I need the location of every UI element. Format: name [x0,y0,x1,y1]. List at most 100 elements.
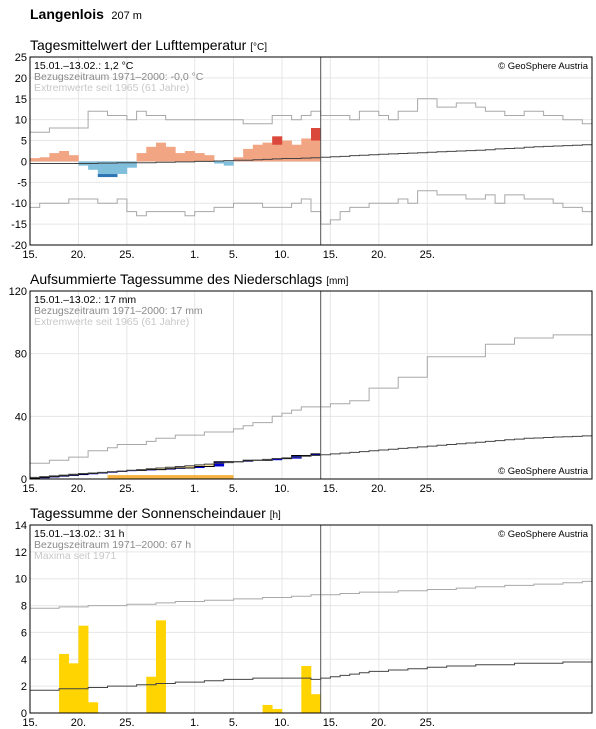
x-tick-label: 1. [190,249,199,261]
precip-deviation-fill [204,464,215,467]
legend-reference: Bezugszeitraum 1971–2000: -0,0 °C [34,71,204,83]
x-tick-label: 25. [420,249,435,261]
temperature-anomaly-bar [49,153,60,162]
sunshine-bar [78,625,89,713]
sunshine-unit: [h] [269,510,281,521]
x-tick-label: 25. [420,717,435,729]
plot-frame [29,56,593,246]
precip-max-line [30,334,592,464]
y-tick-label: 12 [15,547,27,559]
legend-reference: Bezugszeitraum 1971–2000: 67 h [34,539,191,551]
temperature-anomaly-bar [97,161,108,177]
y-tick-label: 2 [21,681,27,693]
plot-frame [29,290,593,480]
x-tick-label: 5. [229,717,238,729]
copyright-label: © GeoSphere Austria [498,466,589,477]
precip-sum-line [30,453,321,479]
temperature-anomaly-bar [107,161,118,177]
temperature-anomaly-bar [117,161,128,174]
temperature-anomaly-bar [291,144,302,162]
x-tick-label: 15. [323,483,338,495]
temperature-title-text: Tagesmittelwert der Lufttemperatur [30,37,247,53]
temperature-min-line [30,190,592,225]
temperature-chart-title: Tagesmittelwert der Lufttemperatur [°C] [30,37,267,53]
y-tick-label: 6 [21,627,27,639]
temperature-anomaly-bar [39,157,50,162]
temperature-extreme-bar [272,136,283,145]
x-tick-label: 1. [190,717,199,729]
temperature-anomaly-bar [59,151,70,162]
station-header: Langenlois 207 m [30,6,142,24]
temperature-max-line [30,98,592,133]
sunshine-bar [68,663,79,713]
station-altitude: 207 m [111,10,142,22]
y-tick-label: 120 [9,286,27,298]
x-tick-label: 15. [22,717,37,729]
precip-deviation-fill [155,468,166,470]
temperature-anomaly-bar [204,155,215,162]
legend-summary: 15.01.–13.02.: 1,2 °C [34,60,134,72]
y-tick-label: 10 [15,574,27,586]
x-tick-label: 20. [71,483,86,495]
temperature-anomaly-bar [214,161,225,164]
sunshine-bar [59,653,70,713]
sunshine-bar [88,702,99,713]
x-tick-label: 1. [190,483,199,495]
copyright-label: © GeoSphere Austria [498,61,589,72]
x-tick-label: 10. [274,249,289,261]
legend-reference: Bezugszeitraum 1971–2000: 17 mm [34,305,203,317]
temperature-anomaly-bar [126,161,137,168]
y-tick-label: 10 [15,115,27,127]
precipitation-unit: [mm] [326,276,349,287]
x-tick-label: 10. [274,483,289,495]
temperature-anomaly-bar [301,138,312,162]
temperature-anomaly-bar [146,146,157,162]
temperature-extreme-bar [97,174,108,178]
plot-frame [29,524,593,714]
y-tick-label: 0 [21,708,27,720]
temperature-extreme-bar [311,128,321,141]
x-tick-label: 25. [420,483,435,495]
temperature-anomaly-bar [155,142,166,162]
sunshine-bar [311,694,321,713]
temperature-anomaly-bar [175,153,186,162]
station-name: Langenlois [30,6,104,22]
y-tick-label: 5 [21,136,27,148]
x-tick-label: 20. [371,483,386,495]
temperature-anomaly-bar [281,140,292,162]
precip-deviation-fill [185,465,196,469]
precip-daily-block [272,458,283,461]
legend-extremes: Extremwerte seit 1965 (61 Jahre) [34,316,189,328]
sunshine-bar [262,704,273,713]
y-tick-label: 15 [15,94,27,106]
y-tick-label: 14 [15,520,27,532]
precip-daily-block [311,453,321,456]
y-tick-label: 0 [21,474,27,486]
precipitation-chart-title: Aufsummierte Tagessumme des Niederschlag… [30,271,348,287]
y-tick-label: 0 [21,156,27,168]
x-tick-label: 20. [371,717,386,729]
x-tick-label: 15. [22,483,37,495]
x-tick-label: 25. [119,483,134,495]
temperature-anomaly-bar [243,148,254,162]
chart-2: 0 2 4 6 8 10 12 14 15. 20. 25. 1. 5. 10. 15. 20. 25. 15.0… [15,520,593,729]
precip-daily-block [214,461,225,467]
x-tick-label: 15. [22,249,37,261]
precip-deficit-fill [107,475,234,479]
y-tick-label: 25 [15,52,27,64]
temperature-extreme-bar [107,174,118,178]
x-tick-label: 25. [119,717,134,729]
sunshine-chart-title: Tagessumme der Sonnenscheindauer [h] [30,505,281,521]
temperature-anomaly-bar [30,158,40,162]
legend-extremes: Maxima seit 1971 [34,550,116,562]
precip-deviation-fill [194,464,205,467]
sunshine-bar [146,676,157,713]
y-tick-label: 80 [15,349,27,361]
y-tick-label: 40 [15,411,27,423]
sunshine-bar [272,708,283,713]
copyright-label: © GeoSphere Austria [498,529,589,540]
sunshine-title-text: Tagessumme der Sonnenscheindauer [30,505,266,521]
temperature-anomaly-bar [88,161,99,170]
y-tick-label: 4 [21,654,27,666]
chart-0: -20 -15 -10 -5 0 5 10 15 20 25 15. 20. 25. 1. 5. 10. 15.… [11,52,593,261]
